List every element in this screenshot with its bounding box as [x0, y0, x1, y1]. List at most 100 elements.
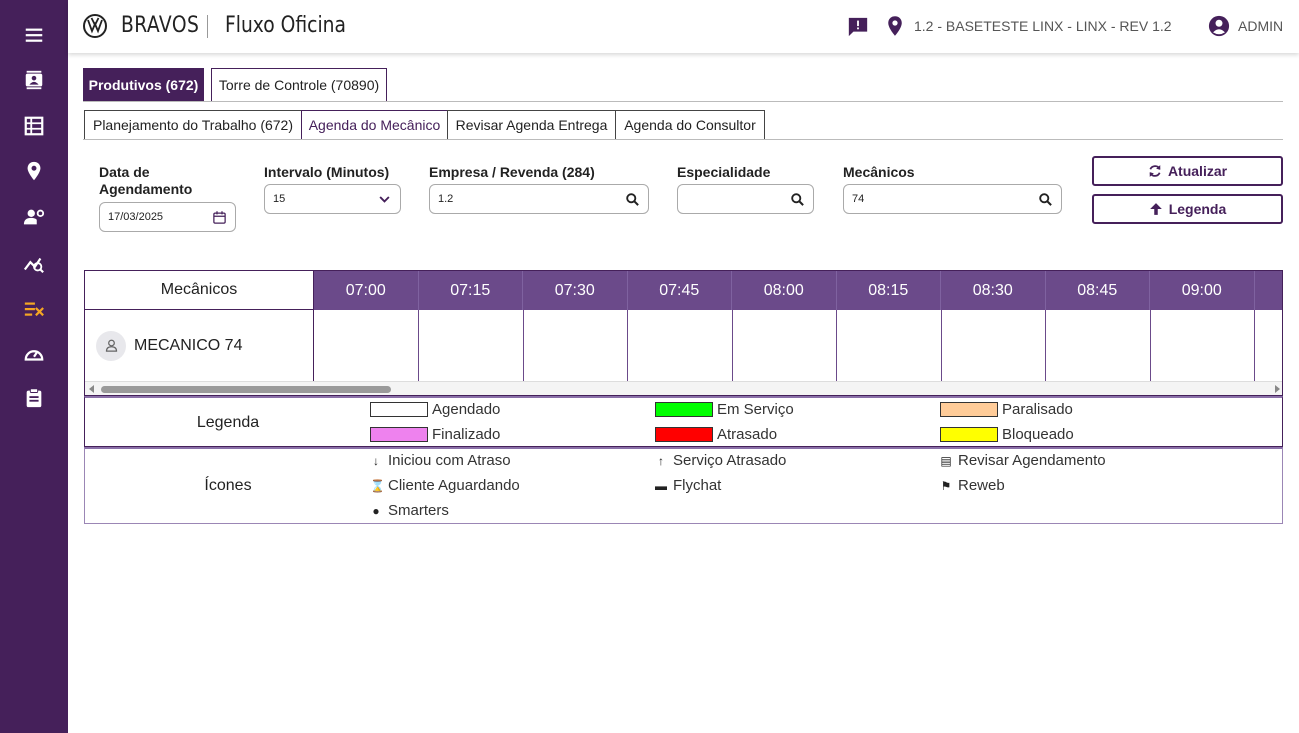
icon-legend-item: ▬ Flychat — [655, 477, 721, 494]
location-pin-icon[interactable] — [886, 15, 904, 37]
icon-legend-label: Flychat — [673, 477, 722, 494]
clipboard-icon[interactable] — [22, 386, 46, 410]
time-slot-header: 09:00 — [1150, 271, 1255, 310]
pin-icon: ● — [372, 503, 380, 518]
mecanicos-input[interactable]: 74 — [843, 184, 1062, 214]
icon-legend-item: ↓ Iniciou com Atraso — [370, 452, 511, 469]
chevron-down-icon — [379, 196, 390, 203]
legend-swatch — [655, 402, 713, 417]
tab-torre-de-controle[interactable]: Torre de Controle (70890) — [211, 68, 387, 102]
legend-item: Atrasado — [655, 426, 777, 443]
scroll-right-icon[interactable] — [1275, 385, 1280, 393]
icon-legend-item: ● Smarters — [370, 502, 449, 519]
chat-alert-icon[interactable] — [847, 16, 869, 38]
time-slot-header: 07:45 — [628, 271, 732, 310]
data-agendamento-label: Data de Agendamento — [99, 164, 193, 197]
intervalo-select[interactable]: 15 — [264, 184, 401, 214]
empresa-revenda-input[interactable]: 1.2 — [429, 184, 649, 214]
mecanicos-column-header: Mecânicos — [85, 271, 314, 310]
legend-item-label: Finalizado — [432, 426, 501, 443]
brand-name: BRAVOS — [121, 13, 200, 38]
location-icon[interactable] — [22, 159, 46, 183]
app-title: Fluxo Oficina — [225, 13, 346, 38]
atualizar-label: Atualizar — [1167, 163, 1228, 179]
schedule-cell[interactable] — [837, 310, 942, 381]
tabs-divider — [83, 101, 1283, 102]
tab-produtivos[interactable]: Produtivos (672) — [83, 68, 204, 102]
empresa-revenda-value: 1.2 — [438, 193, 454, 205]
intervalo-value: 15 — [273, 193, 286, 205]
icon-legend-label: Cliente Aguardando — [388, 477, 520, 494]
schedule-cell[interactable] — [314, 310, 419, 381]
icon-legend-item: ⌛ Cliente Aguardando — [370, 477, 520, 494]
legenda-label: Legenda — [1168, 201, 1227, 217]
contacts-icon[interactable] — [22, 68, 46, 92]
hourglass-icon: ⌛ — [370, 478, 385, 493]
subtabs-divider — [83, 139, 1283, 140]
schedule-cell[interactable] — [419, 310, 524, 381]
legenda-button[interactable]: Legenda — [1092, 194, 1283, 224]
legend-item: Finalizado — [370, 426, 500, 443]
especialidade-input[interactable] — [677, 184, 814, 214]
legend-item: Agendado — [370, 401, 500, 418]
table-icon[interactable] — [22, 114, 46, 138]
atualizar-button[interactable]: Atualizar — [1092, 156, 1283, 186]
legend-item-label: Atrasado — [717, 426, 778, 443]
chat-icon: ▬ — [655, 478, 667, 493]
mechanic-name: MECANICO 74 — [134, 336, 243, 354]
schedule-cell[interactable] — [1046, 310, 1151, 381]
search-icon[interactable] — [790, 192, 805, 207]
intervalo-label: Intervalo (Minutos) — [264, 164, 390, 180]
location-label[interactable]: 1.2 - BASETESTE LINX - LINX - REV 1.2 — [914, 18, 1172, 34]
top-header: BRAVOS Fluxo Oficina 1.2 - BASETESTE LIN… — [68, 0, 1299, 53]
analytics-icon[interactable] — [22, 252, 46, 276]
schedule-cell[interactable] — [1151, 310, 1255, 381]
brand-separator — [207, 15, 208, 38]
scroll-thumb[interactable] — [101, 386, 391, 393]
icon-legend-label: Iniciou com Atraso — [388, 452, 511, 469]
icons-legend-label: Ícones — [204, 477, 252, 494]
checklist-icon[interactable] — [22, 296, 46, 320]
icons-legend-section: Ícones ↓ Iniciou com Atraso ↑ Serviço At… — [84, 447, 1283, 524]
account-icon[interactable] — [1208, 15, 1230, 37]
time-slot-header: 08:00 — [732, 271, 837, 310]
schedule-cell[interactable] — [628, 310, 733, 381]
icon-legend-item: ⚑ Reweb — [940, 477, 1005, 494]
calendar-icon[interactable] — [212, 210, 227, 225]
mechanic-row[interactable]: MECANICO 74 — [85, 310, 314, 381]
icon-legend-label: Revisar Agendamento — [958, 452, 1106, 469]
horizontal-scrollbar[interactable] — [85, 381, 1282, 395]
mecanicos-value: 74 — [852, 193, 865, 205]
arrow-down-icon: ↓ — [373, 453, 379, 468]
legend-swatch — [370, 427, 428, 442]
data-agendamento-value: 17/03/2025 — [108, 211, 164, 223]
tab-agenda-do-consultor[interactable]: Agenda do Consultor — [615, 110, 765, 140]
time-slot-header: 08:30 — [941, 271, 1046, 310]
user-name[interactable]: ADMIN — [1238, 18, 1284, 34]
data-agendamento-input[interactable]: 17/03/2025 — [99, 202, 236, 232]
icon-legend-label: Smarters — [388, 502, 449, 519]
legend-item: Paralisado — [940, 401, 1073, 418]
schedule-cell[interactable] — [733, 310, 837, 381]
legend-item: Bloqueado — [940, 426, 1074, 443]
legend-label: Legenda — [196, 414, 260, 431]
tab-agenda-do-mecanico[interactable]: Agenda do Mecânico — [301, 110, 448, 140]
search-icon[interactable] — [1038, 192, 1053, 207]
legend-section: Legenda Agendado Em Serviço Paralisado F… — [84, 396, 1283, 447]
tab-planejamento-do-trabalho[interactable]: Planejamento do Trabalho (672) — [84, 110, 302, 140]
time-slot-header: 07:00 — [314, 271, 419, 310]
search-icon[interactable] — [625, 192, 640, 207]
schedule-cell[interactable] — [1255, 310, 1282, 381]
sidebar — [0, 0, 68, 733]
schedule-cell[interactable] — [524, 310, 628, 381]
scroll-left-icon[interactable] — [89, 385, 94, 393]
refresh-icon — [1149, 165, 1161, 177]
speedometer-icon[interactable] — [22, 342, 46, 366]
tab-revisar-agenda-entrega[interactable]: Revisar Agenda Entrega — [447, 110, 616, 140]
menu-icon[interactable] — [22, 23, 46, 47]
time-slot-header: 07:30 — [523, 271, 628, 310]
schedule-cell[interactable] — [942, 310, 1046, 381]
mecanicos-label: Mecânicos — [843, 164, 915, 180]
user-gear-icon[interactable] — [22, 205, 46, 229]
user-outline-icon — [105, 339, 117, 352]
